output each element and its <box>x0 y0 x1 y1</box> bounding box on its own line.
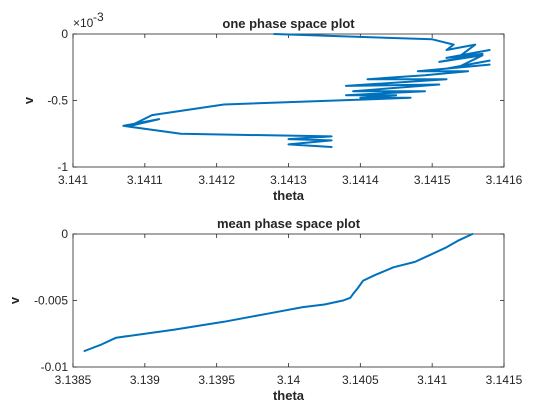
x-tick-label: 3.1412 <box>198 173 235 187</box>
y-tick-label: 0 <box>61 227 68 241</box>
chart-title: one phase space plot <box>222 16 355 31</box>
x-tick-label: 3.14 <box>277 373 301 387</box>
chart-title: mean phase space plot <box>217 216 361 231</box>
x-tick-label: 3.1414 <box>342 173 379 187</box>
axes-box <box>72 233 505 368</box>
y-tick-label: 0 <box>61 27 68 41</box>
axes-one-phase-space-plot: one phase space plot theta v ×10 -3 3.14… <box>21 10 523 203</box>
y-tick-label: -0.01 <box>41 360 69 374</box>
y-tick-label: -1 <box>57 160 68 174</box>
y-axis-exponent: ×10 -3 <box>73 10 104 30</box>
series-line <box>122 33 491 148</box>
x-tick-label: 3.141 <box>417 373 447 387</box>
y-axis-label: v <box>21 96 36 104</box>
x-tick-label: 3.139 <box>130 373 160 387</box>
y-axis-label: v <box>7 296 22 304</box>
y-tick-label: -0.5 <box>47 94 68 108</box>
exponent-base: ×10 <box>73 16 94 30</box>
x-tick-label: 3.1415 <box>486 373 523 387</box>
axes-mean-phase-space-plot: mean phase space plot theta v 3.1385 3.13… <box>7 216 523 403</box>
x-tick-label: 3.1411 <box>127 173 163 187</box>
x-tick-label: 3.1416 <box>486 173 523 187</box>
y-tick-label: -0.005 <box>34 294 68 308</box>
x-axis-label: theta <box>273 388 305 403</box>
x-tick-label: 3.1413 <box>270 173 307 187</box>
x-tick-label: 3.1405 <box>342 373 379 387</box>
x-tick-label: 3.1395 <box>198 373 235 387</box>
x-tick-label: 3.141 <box>58 173 88 187</box>
series-line <box>83 233 474 352</box>
x-axis-label: theta <box>273 188 305 203</box>
x-tick-label: 3.1385 <box>55 373 92 387</box>
exponent-power: -3 <box>93 10 104 24</box>
axes-box <box>72 33 505 168</box>
x-tick-label: 3.1415 <box>414 173 451 187</box>
